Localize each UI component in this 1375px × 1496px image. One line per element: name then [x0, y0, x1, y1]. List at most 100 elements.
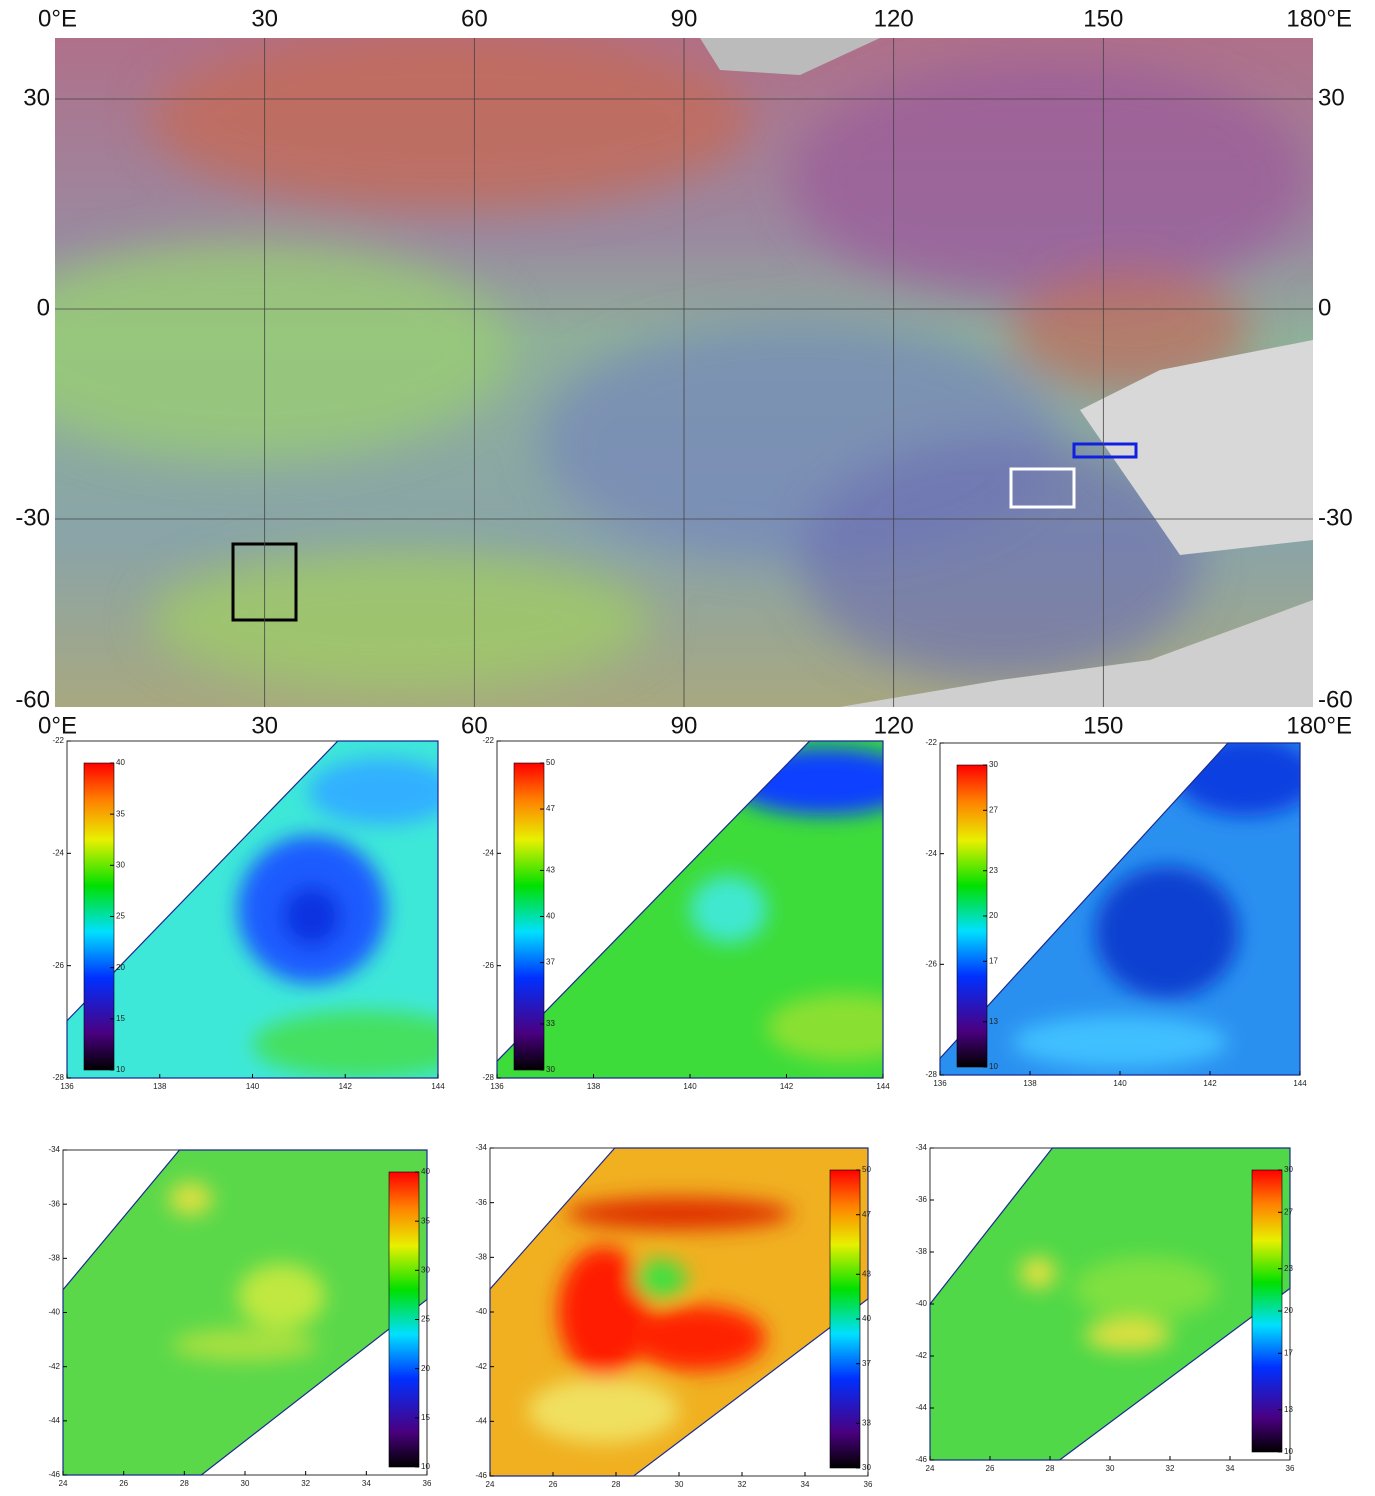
- colorbar-tick-label: 10: [1284, 1447, 1293, 1456]
- y-tick-label: -36: [475, 1198, 487, 1207]
- contour-blob: [1095, 866, 1239, 999]
- contour-blob: [767, 994, 921, 1061]
- colorbar: [389, 1172, 419, 1467]
- colorbar-tick-label: 30: [989, 760, 998, 769]
- x-tick-label: 142: [339, 1082, 353, 1091]
- x-tick-label: 140: [683, 1082, 697, 1091]
- y-tick-label: -42: [48, 1362, 60, 1371]
- contour-blob: [634, 1260, 687, 1299]
- colorbar-tick-label: 20: [116, 963, 125, 972]
- y-tick-label: -28: [925, 1070, 937, 1079]
- y-tick-label: -22: [482, 736, 494, 745]
- lon-label: 30: [251, 712, 278, 739]
- colorbar-tick-label: 20: [989, 911, 998, 920]
- lon-label: 180°E: [1286, 712, 1352, 739]
- y-tick-label: -34: [48, 1145, 60, 1154]
- contour-blob: [1012, 1015, 1228, 1068]
- lat-label: -60: [15, 686, 50, 713]
- x-tick-label: 28: [612, 1480, 621, 1489]
- x-tick-label: 32: [1166, 1464, 1175, 1473]
- colorbar-tick-label: 17: [989, 956, 998, 965]
- y-tick-label: -38: [915, 1247, 927, 1256]
- x-tick-label: 142: [1203, 1079, 1217, 1088]
- y-tick-label: -44: [915, 1403, 927, 1412]
- y-tick-label: -42: [475, 1362, 487, 1371]
- contour-blob: [1020, 1257, 1056, 1288]
- x-tick-label: 142: [780, 1082, 794, 1091]
- y-tick-label: -46: [48, 1470, 60, 1479]
- x-tick-label: 36: [423, 1479, 432, 1488]
- colorbar-tick-label: 30: [116, 860, 125, 869]
- y-tick-label: -22: [52, 736, 64, 745]
- y-tick-label: -46: [915, 1455, 927, 1464]
- x-tick-label: 144: [431, 1082, 445, 1091]
- colorbar-tick-label: 37: [546, 958, 555, 967]
- colorbar: [1252, 1170, 1282, 1452]
- colorbar-tick-label: 30: [1284, 1165, 1293, 1174]
- colorbar-tick-label: 25: [421, 1315, 430, 1324]
- y-tick-label: -28: [52, 1073, 64, 1082]
- y-tick-label: -26: [482, 961, 494, 970]
- lon-label: 90: [671, 712, 698, 739]
- y-tick-label: -36: [48, 1199, 60, 1208]
- colorbar-tick-label: 40: [546, 912, 555, 921]
- lon-label: 60: [461, 5, 488, 32]
- colorbar-tick-label: 27: [1284, 1207, 1293, 1216]
- colorbar-tick-label: 43: [862, 1269, 871, 1278]
- contour-blob: [252, 1011, 475, 1078]
- x-tick-label: 30: [241, 1479, 250, 1488]
- x-tick-label: 144: [876, 1082, 890, 1091]
- colorbar-tick-label: 17: [1284, 1348, 1293, 1357]
- lat-label: 30: [23, 84, 50, 111]
- basemap: [0, 30, 1313, 707]
- colorbar-tick-label: 37: [862, 1359, 871, 1368]
- colorbar-tick-label: 10: [116, 1065, 125, 1074]
- y-tick-label: -42: [915, 1351, 927, 1360]
- contour-blob: [690, 876, 767, 943]
- x-tick-label: 140: [246, 1082, 260, 1091]
- colorbar-tick-label: 10: [421, 1462, 430, 1471]
- x-tick-label: 136: [490, 1082, 504, 1091]
- colorbar-tick-label: 40: [862, 1314, 871, 1323]
- colorbar-tick-label: 30: [546, 1065, 555, 1074]
- contour-blob: [238, 1264, 325, 1329]
- y-tick-label: -44: [475, 1416, 487, 1425]
- colorbar-tick-label: 13: [989, 1017, 998, 1026]
- x-tick-label: 144: [1293, 1079, 1307, 1088]
- y-tick-label: -26: [925, 959, 937, 968]
- x-tick-label: 138: [587, 1082, 601, 1091]
- x-tick-label: 34: [801, 1480, 810, 1489]
- colorbar-tick-label: 20: [421, 1364, 430, 1373]
- lon-label: 30: [251, 5, 278, 32]
- colorbar-tick-label: 33: [546, 1019, 555, 1028]
- colorbar-tick-label: 23: [989, 866, 998, 875]
- contour-blob: [1085, 1320, 1171, 1351]
- y-tick-label: -40: [915, 1299, 927, 1308]
- contour-blob: [172, 1329, 318, 1362]
- colorbar-tick-label: 47: [862, 1210, 871, 1219]
- colorbar-tick-label: 43: [546, 866, 555, 875]
- y-tick-label: -36: [915, 1195, 927, 1204]
- x-tick-label: 26: [119, 1479, 128, 1488]
- colorbar-tick-label: 50: [546, 758, 555, 767]
- colorbar-tick-label: 30: [421, 1265, 430, 1274]
- x-tick-label: 24: [926, 1464, 935, 1473]
- x-tick-label: 136: [933, 1079, 947, 1088]
- x-tick-label: 32: [738, 1480, 747, 1489]
- colorbar-tick-label: 30: [862, 1463, 871, 1472]
- colorbar-tick-label: 40: [421, 1167, 430, 1176]
- figure: 0°E0°E303060609090120120150150180°E180°E…: [0, 0, 1375, 1496]
- x-tick-label: 24: [59, 1479, 68, 1488]
- contour-panel: 24262830323436-46-44-42-40-38-36-3430333…: [475, 1143, 873, 1489]
- lon-label: 150: [1083, 712, 1123, 739]
- y-tick-label: -46: [475, 1471, 487, 1480]
- x-tick-label: 30: [675, 1480, 684, 1489]
- y-tick-label: -40: [475, 1307, 487, 1316]
- contour-blob: [630, 1305, 766, 1371]
- colorbar-tick-label: 27: [989, 805, 998, 814]
- colorbar-tick-label: 25: [116, 912, 125, 921]
- y-tick-label: -24: [482, 848, 494, 857]
- colorbar: [514, 763, 544, 1070]
- contour-blob: [169, 1183, 213, 1216]
- lon-label: 120: [874, 5, 914, 32]
